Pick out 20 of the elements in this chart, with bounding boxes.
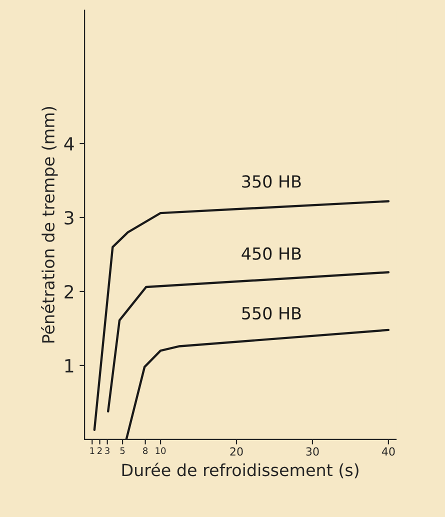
y-tick-label: 4 — [64, 137, 74, 150]
series-label: 350 HB — [242, 175, 301, 188]
x-tick-label: 2 — [98, 447, 102, 454]
x-tick-label: 10 — [156, 447, 166, 454]
x-tick-label: 30 — [306, 447, 319, 456]
line-series — [93, 200, 390, 431]
x-tick-label: 5 — [120, 447, 125, 454]
series-label: 450 HB — [242, 247, 301, 260]
series-label: 550 HB — [242, 306, 301, 320]
y-axis-title: Pénétration de trempe (mm) — [40, 107, 58, 343]
y-tick-label: 1 — [65, 359, 74, 372]
x-tick-label: 20 — [230, 447, 243, 456]
x-tick-label: 1 — [90, 447, 94, 454]
y-tick-label: 2 — [64, 284, 74, 298]
x-tick-label: 40 — [382, 447, 395, 456]
x-tick-label: 8 — [143, 447, 148, 454]
x-axis-title: Durée de refroidissement (s) — [122, 462, 358, 478]
line-series — [106, 271, 390, 412]
x-tick-label: 3 — [105, 447, 110, 454]
y-tick-label: 3 — [64, 210, 74, 225]
